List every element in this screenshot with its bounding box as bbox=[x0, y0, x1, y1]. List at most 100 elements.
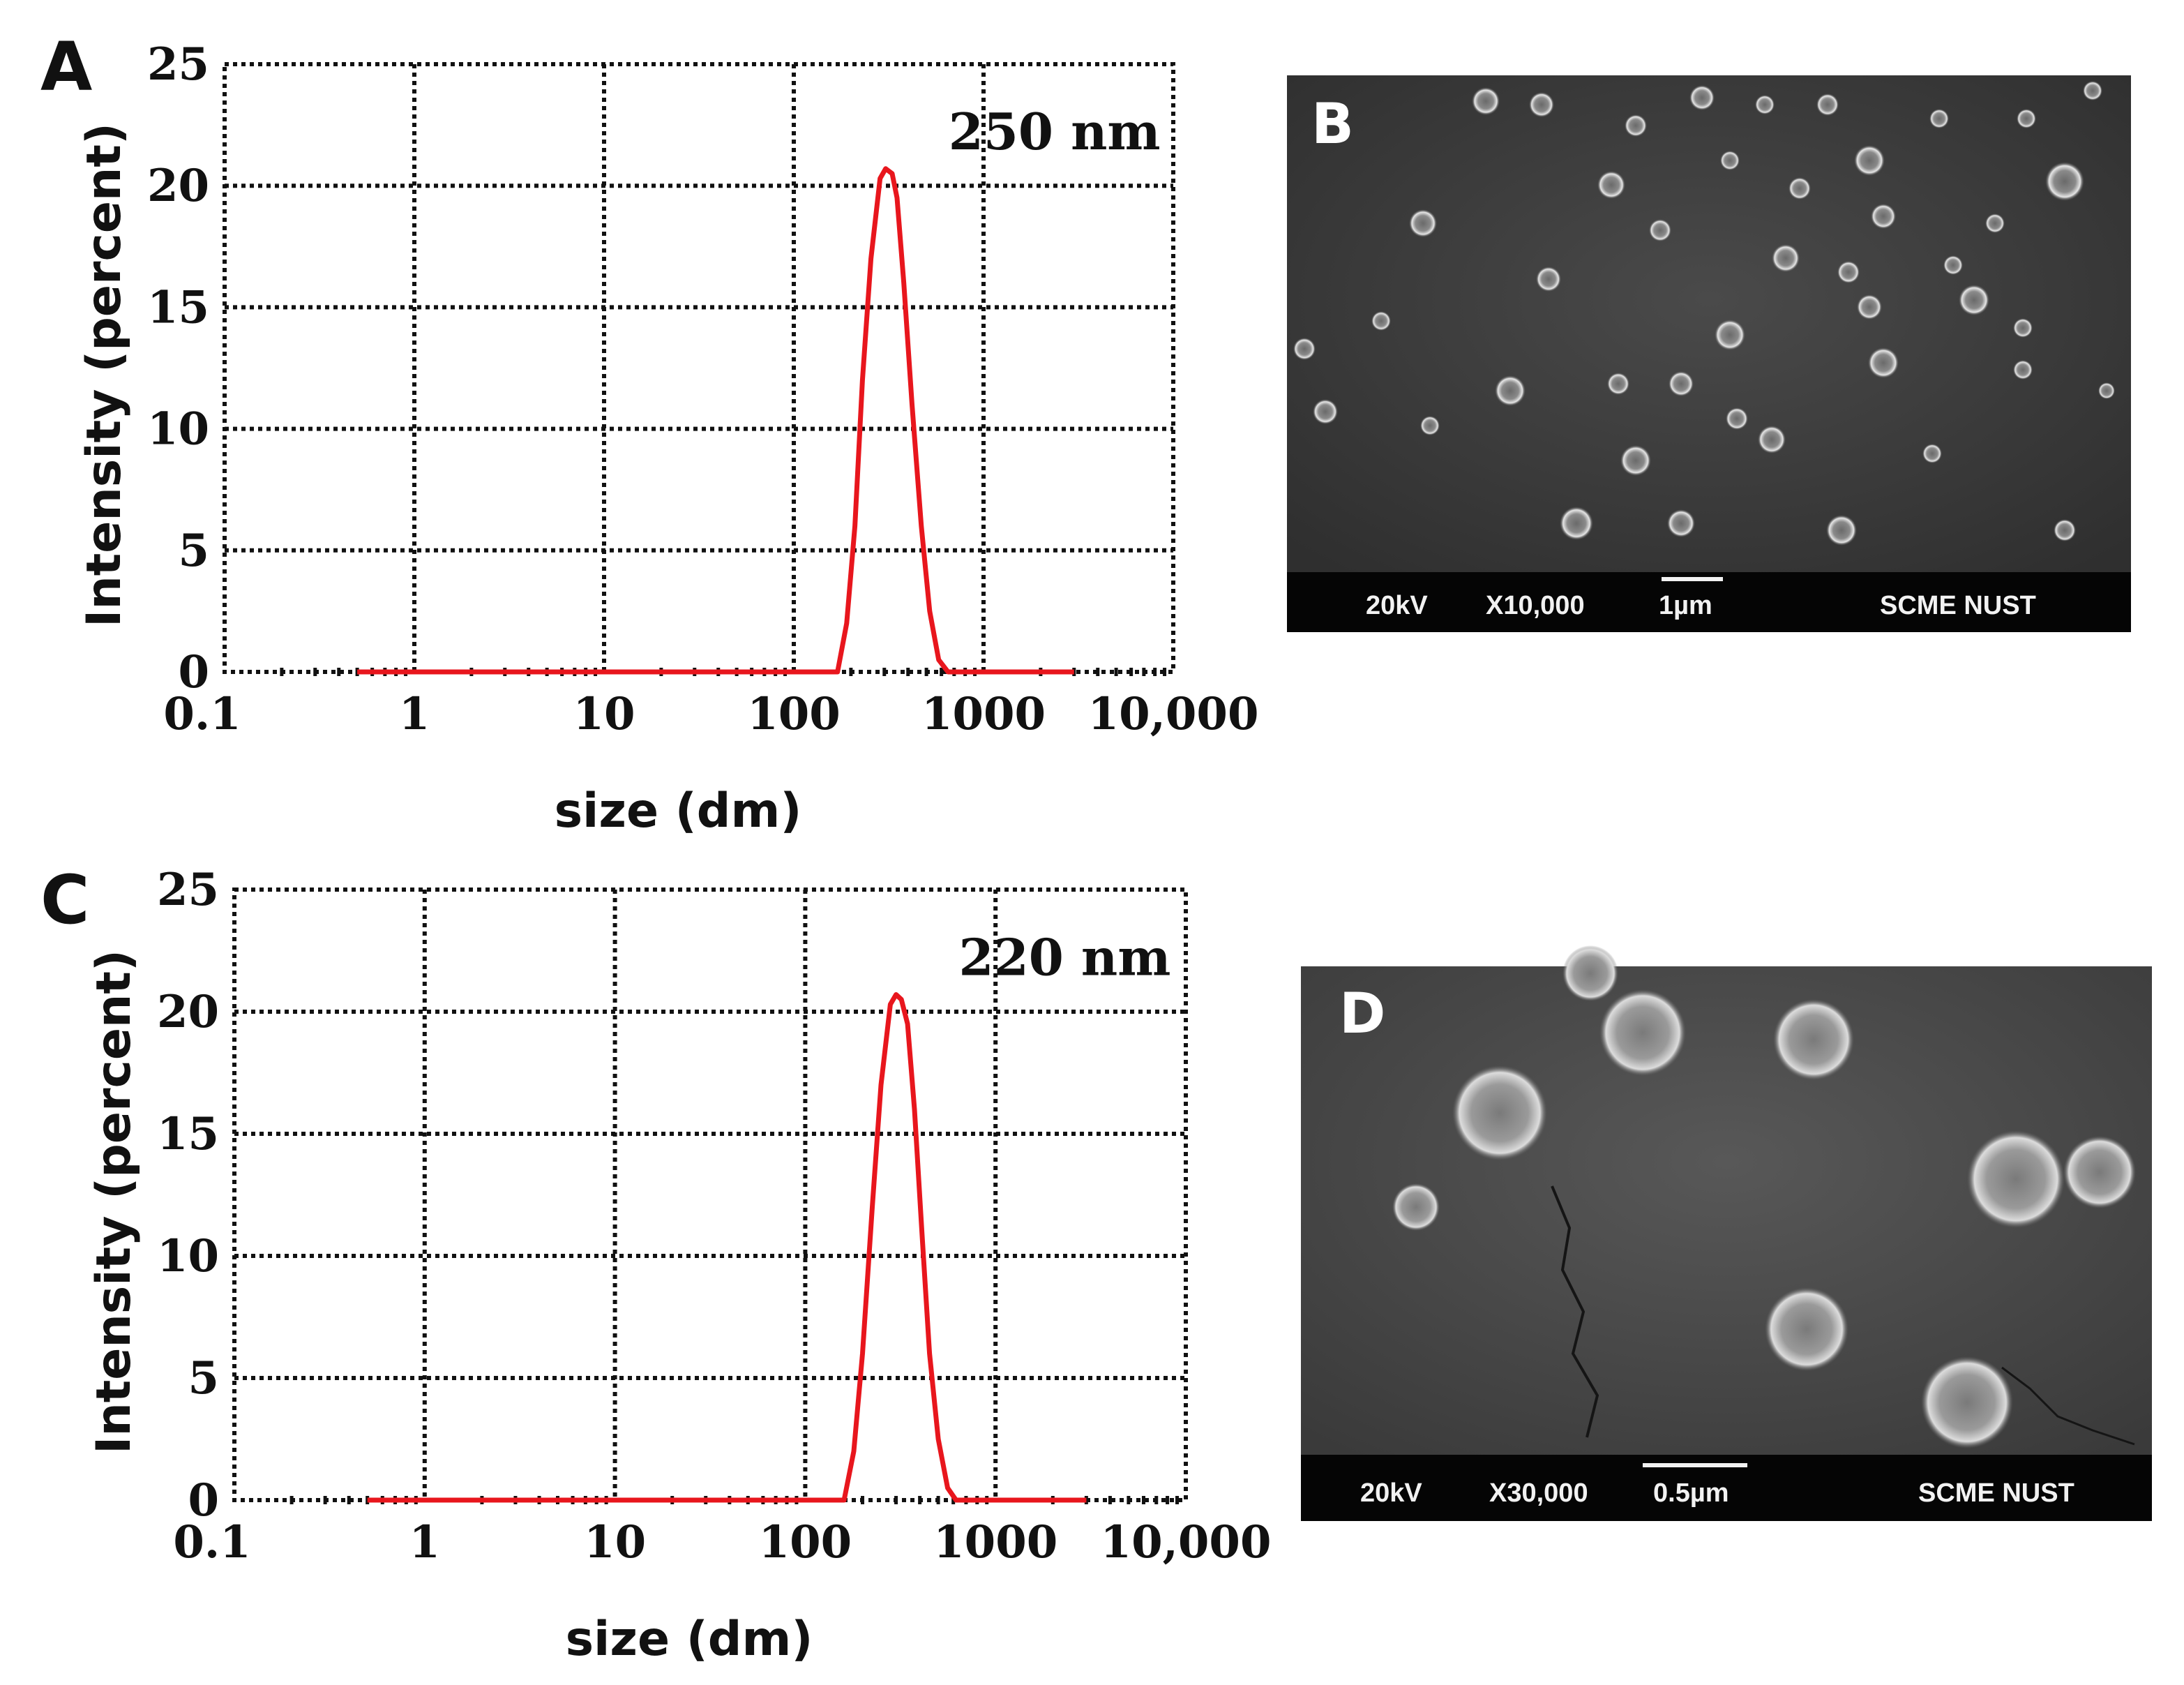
particle bbox=[1625, 114, 1647, 137]
particle bbox=[1649, 219, 1671, 241]
y-tick-label: 10 bbox=[147, 403, 209, 456]
particle bbox=[2013, 318, 2033, 338]
particle bbox=[1772, 244, 1800, 272]
x-tick-label: 100 bbox=[759, 1516, 852, 1568]
sem-d-institution: SCME NUST bbox=[1918, 1478, 2074, 1508]
x-tick-label: 10,000 bbox=[1088, 688, 1259, 740]
y-tick-label: 0 bbox=[188, 1474, 219, 1527]
particle bbox=[1495, 375, 1526, 406]
particle bbox=[1409, 209, 1437, 237]
particle bbox=[1943, 255, 1963, 275]
x-tick-label: 1000 bbox=[921, 688, 1046, 740]
x-tick-label: 100 bbox=[747, 688, 841, 740]
particle bbox=[1854, 145, 1885, 176]
particle bbox=[2098, 382, 2115, 399]
particle bbox=[1689, 85, 1715, 110]
particle bbox=[1371, 311, 1391, 331]
particle bbox=[1536, 267, 1561, 292]
sem-b-particles bbox=[1293, 81, 2115, 546]
y-tick-label: 5 bbox=[178, 525, 209, 577]
x-tick-label: 1 bbox=[409, 1516, 441, 1568]
sem-b-institution: SCME NUST bbox=[1880, 591, 2036, 620]
particle bbox=[2013, 360, 2033, 380]
particle bbox=[1392, 1183, 1440, 1231]
sem-d-voltage: 20kV bbox=[1360, 1478, 1422, 1508]
x-tick-label: 0.1 bbox=[163, 688, 241, 740]
sem-b-image bbox=[1287, 75, 2131, 572]
particle bbox=[2017, 109, 2036, 128]
particle bbox=[1773, 999, 1854, 1080]
y-tick-label: 20 bbox=[157, 986, 219, 1038]
particle bbox=[1667, 509, 1695, 537]
sem-d-crack-2 bbox=[2001, 1366, 2135, 1446]
sem-d-magnification: X30,000 bbox=[1489, 1478, 1588, 1508]
particle bbox=[1826, 515, 1857, 546]
y-tick-label: 25 bbox=[147, 38, 209, 91]
particle bbox=[1599, 989, 1686, 1076]
x-tick-label: 0.1 bbox=[173, 1516, 250, 1568]
y-axis-title: Intensity (percent) bbox=[86, 950, 142, 1454]
y-tick-label: 5 bbox=[188, 1352, 219, 1405]
y-tick-label: 0 bbox=[178, 646, 209, 698]
panel-label-c: C bbox=[40, 861, 90, 939]
y-tick-label: 15 bbox=[147, 281, 209, 334]
sem-d-particles bbox=[1392, 945, 2136, 1448]
sem-b-voltage: 20kV bbox=[1366, 591, 1428, 620]
particle bbox=[1837, 261, 1860, 283]
y-tick-label: 10 bbox=[157, 1230, 219, 1282]
x-tick-label: 1000 bbox=[933, 1516, 1057, 1568]
particle bbox=[1755, 95, 1775, 114]
x-tick-label: 10,000 bbox=[1101, 1516, 1272, 1568]
particle bbox=[1871, 204, 1896, 229]
sem-d-scale-label: 0.5µm bbox=[1653, 1478, 1729, 1508]
y-tick-label: 25 bbox=[157, 864, 219, 916]
particle bbox=[1922, 444, 1942, 463]
particle bbox=[1562, 945, 1618, 1001]
particle bbox=[1788, 177, 1811, 200]
particle bbox=[2063, 1136, 2136, 1208]
particle bbox=[1669, 371, 1694, 396]
peak-annotation: 250 nm bbox=[949, 102, 1161, 161]
y-tick-label: 15 bbox=[157, 1108, 219, 1160]
x-tick-label: 1 bbox=[399, 688, 430, 740]
sem-d-panel-letter: D bbox=[1339, 981, 1385, 1046]
particle bbox=[1452, 1065, 1547, 1160]
particle bbox=[1293, 338, 1316, 360]
particle bbox=[1816, 93, 1839, 116]
y-axis-title: Intensity (percent) bbox=[77, 123, 132, 627]
particle bbox=[1726, 407, 1748, 430]
sem-b-info-bar bbox=[1287, 572, 2131, 632]
particle bbox=[1985, 214, 2005, 233]
particle bbox=[2045, 162, 2084, 201]
x-axis-title: size (dm) bbox=[566, 1612, 813, 1667]
x-tick-label: 10 bbox=[573, 688, 635, 740]
sem-b-panel-letter: B bbox=[1311, 91, 1354, 156]
particle bbox=[1868, 347, 1899, 378]
sem-b-magnification: X10,000 bbox=[1486, 591, 1585, 620]
particle bbox=[1959, 285, 1989, 315]
x-tick-label: 10 bbox=[584, 1516, 646, 1568]
series-line bbox=[357, 166, 1074, 675]
sem-b-scale-label: 1µm bbox=[1659, 591, 1712, 620]
particle bbox=[1857, 294, 1882, 320]
particle bbox=[1420, 416, 1440, 435]
particle bbox=[1620, 445, 1651, 476]
particle bbox=[2083, 81, 2102, 100]
particle bbox=[1929, 109, 1949, 128]
x-axis-title: size (dm) bbox=[555, 784, 802, 839]
particle bbox=[1720, 151, 1740, 170]
particle bbox=[1758, 426, 1786, 454]
particle bbox=[1597, 171, 1625, 199]
particle bbox=[1921, 1356, 2013, 1448]
particle bbox=[1313, 399, 1338, 424]
particle bbox=[1715, 320, 1745, 350]
particle bbox=[1560, 507, 1593, 540]
particle bbox=[1529, 92, 1554, 117]
sem-d-crack bbox=[1551, 1185, 1599, 1438]
y-tick-label: 20 bbox=[147, 160, 209, 212]
particle bbox=[1765, 1287, 1848, 1371]
